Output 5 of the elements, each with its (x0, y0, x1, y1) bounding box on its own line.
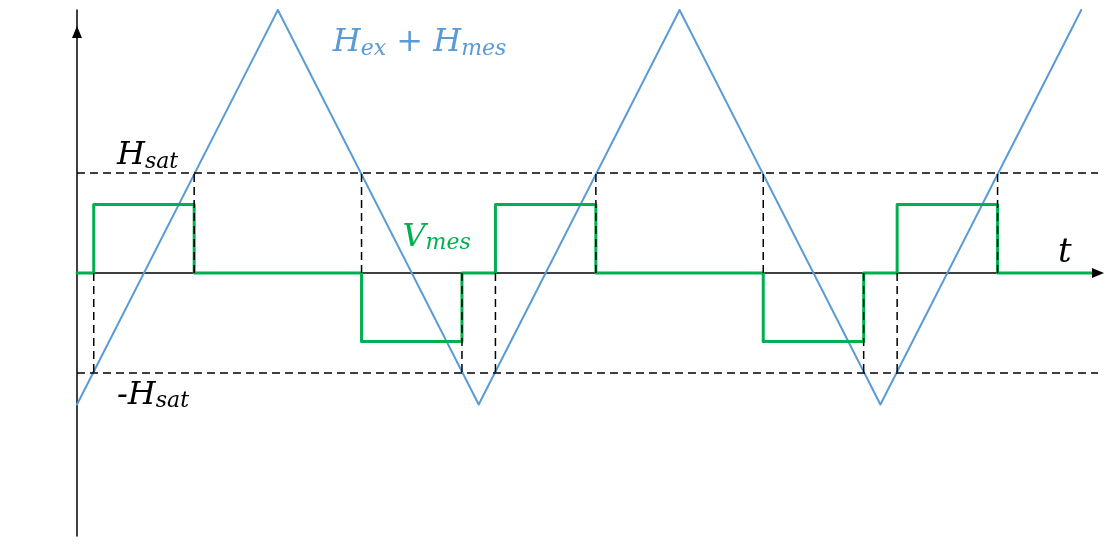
series-label: Vmes (402, 215, 471, 255)
ref-line-label: Hsat (116, 134, 179, 173)
series-label: Hex + Hmes (331, 21, 507, 60)
ref-line-label: -Hsat (117, 373, 190, 413)
x-axis-title: t (1058, 230, 1072, 270)
